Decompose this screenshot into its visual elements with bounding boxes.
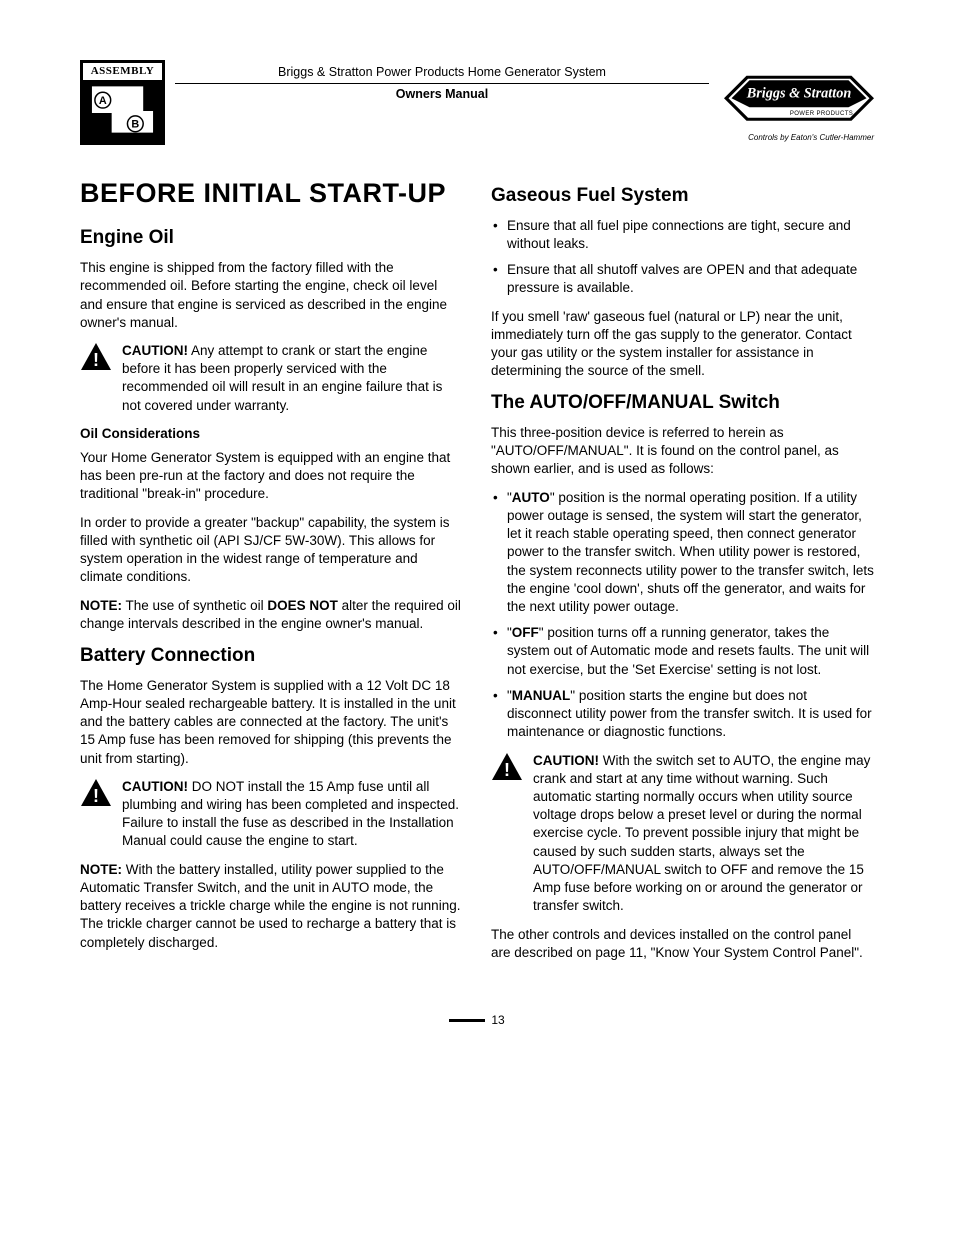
- list-item: Ensure that all fuel pipe connections ar…: [491, 217, 874, 253]
- caution-text: CAUTION! Any attempt to crank or start t…: [122, 342, 463, 415]
- page-number: 13: [80, 1012, 874, 1028]
- list-item: "OFF" position turns off a running gener…: [491, 624, 874, 679]
- heading-battery: Battery Connection: [80, 643, 463, 669]
- svg-text:POWER PRODUCTS: POWER PRODUCTS: [790, 111, 853, 117]
- caution-text: CAUTION! With the switch set to AUTO, th…: [533, 752, 874, 916]
- off-label: OFF: [512, 625, 539, 640]
- engine-oil-p1: This engine is shipped from the factory …: [80, 259, 463, 332]
- oil-p2: Your Home Generator System is equipped w…: [80, 449, 463, 504]
- warning-icon: !: [80, 778, 112, 808]
- fuel-p1: If you smell 'raw' gaseous fuel (natural…: [491, 308, 874, 381]
- oil-note: NOTE: The use of synthetic oil DOES NOT …: [80, 597, 463, 633]
- list-item: Ensure that all shutoff valves are OPEN …: [491, 261, 874, 297]
- note-bold: DOES NOT: [267, 598, 338, 613]
- heading-engine-oil: Engine Oil: [80, 225, 463, 251]
- assembly-badge: ASSEMBLY A B: [80, 60, 165, 145]
- caution-engine-oil: ! CAUTION! Any attempt to crank or start…: [80, 342, 463, 415]
- svg-text:B: B: [131, 119, 139, 131]
- list-item: "MANUAL" position starts the engine but …: [491, 687, 874, 742]
- note-body-a: The use of synthetic oil: [122, 598, 267, 613]
- content-columns: BEFORE INITIAL START-UP Engine Oil This …: [80, 175, 874, 972]
- product-line: Briggs & Stratton Power Products Home Ge…: [175, 64, 709, 84]
- warning-icon: !: [491, 752, 523, 782]
- caution-text: CAUTION! DO NOT install the 15 Amp fuse …: [122, 778, 463, 851]
- svg-text:A: A: [99, 95, 107, 107]
- caution-body: With the switch set to AUTO, the engine …: [533, 753, 870, 914]
- doc-type: Owners Manual: [165, 86, 719, 103]
- section-title: BEFORE INITIAL START-UP: [80, 175, 463, 211]
- logo-icon: Briggs & Stratton POWER PRODUCTS: [719, 72, 874, 130]
- battery-note: NOTE: With the battery installed, utilit…: [80, 861, 463, 952]
- note-body: With the battery installed, utility powe…: [80, 862, 460, 950]
- off-body: " position turns off a running generator…: [507, 625, 869, 676]
- brand-logo: Briggs & Stratton POWER PRODUCTS Control…: [719, 60, 874, 144]
- heading-fuel: Gaseous Fuel System: [491, 183, 874, 209]
- svg-text:!: !: [504, 760, 510, 780]
- switch-bullets: "AUTO" position is the normal operating …: [491, 489, 874, 742]
- auto-label: AUTO: [512, 490, 550, 505]
- right-column: Gaseous Fuel System Ensure that all fuel…: [491, 175, 874, 972]
- fuel-bullets: Ensure that all fuel pipe connections ar…: [491, 217, 874, 298]
- header-center: Briggs & Stratton Power Products Home Ge…: [165, 60, 719, 103]
- switch-p2: The other controls and devices installed…: [491, 926, 874, 962]
- svg-text:Briggs & Stratton: Briggs & Stratton: [746, 86, 852, 102]
- list-item: "AUTO" position is the normal operating …: [491, 489, 874, 617]
- note-lead: NOTE:: [80, 862, 122, 877]
- svg-text:!: !: [93, 350, 99, 370]
- page-header: ASSEMBLY A B Briggs & Stratton Power Pro…: [80, 60, 874, 145]
- subhead-oil-considerations: Oil Considerations: [80, 425, 463, 443]
- page-number-value: 13: [491, 1013, 504, 1027]
- switch-p1: This three-position device is referred t…: [491, 424, 874, 479]
- caution-switch: ! CAUTION! With the switch set to AUTO, …: [491, 752, 874, 916]
- manual-label: MANUAL: [512, 688, 571, 703]
- page-number-bar-icon: [449, 1019, 485, 1022]
- left-column: BEFORE INITIAL START-UP Engine Oil This …: [80, 175, 463, 972]
- svg-text:!: !: [93, 786, 99, 806]
- caution-lead: CAUTION!: [122, 779, 188, 794]
- note-lead: NOTE:: [80, 598, 122, 613]
- caution-lead: CAUTION!: [122, 343, 188, 358]
- caution-battery: ! CAUTION! DO NOT install the 15 Amp fus…: [80, 778, 463, 851]
- caution-lead: CAUTION!: [533, 753, 599, 768]
- logo-tagline: Controls by Eaton's Cutler-Hammer: [719, 133, 874, 144]
- oil-p3: In order to provide a greater "backup" c…: [80, 514, 463, 587]
- assembly-label: ASSEMBLY: [83, 63, 162, 80]
- auto-body: " position is the normal operating posit…: [507, 490, 874, 614]
- heading-switch: The AUTO/OFF/MANUAL Switch: [491, 390, 874, 416]
- assembly-shape-icon: A B: [88, 82, 157, 137]
- battery-p1: The Home Generator System is supplied wi…: [80, 677, 463, 768]
- warning-icon: !: [80, 342, 112, 372]
